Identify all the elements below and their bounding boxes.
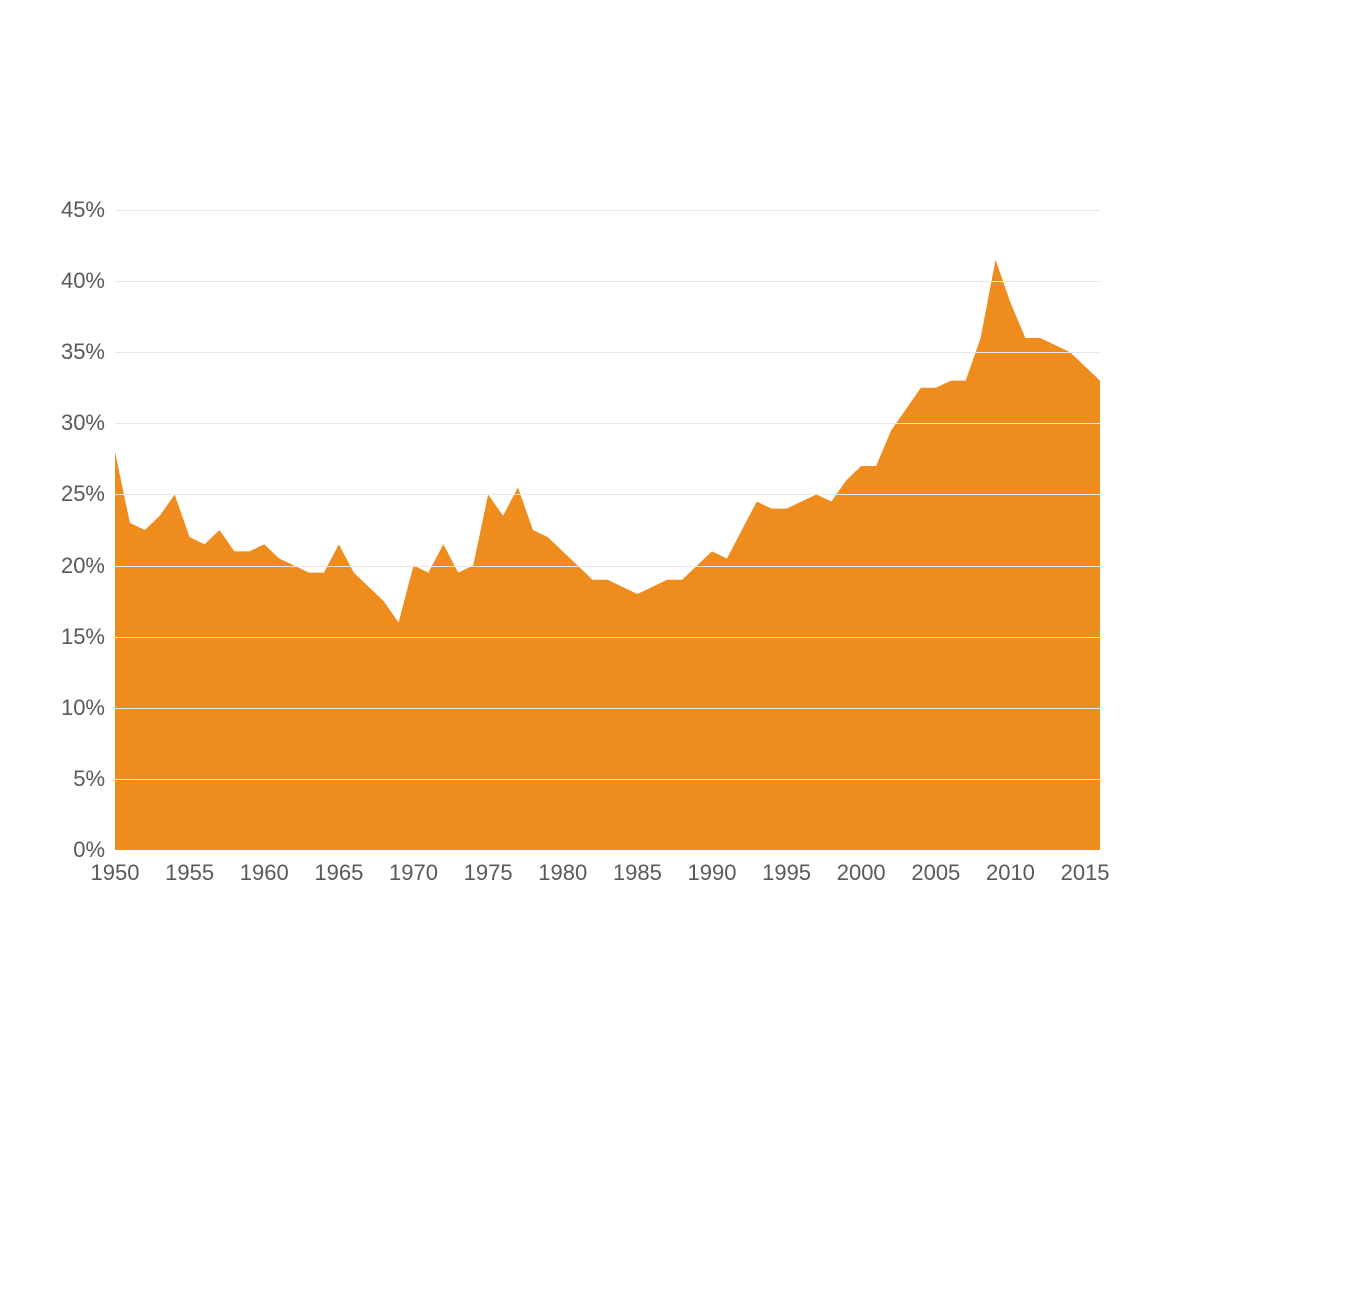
gridline bbox=[115, 779, 1100, 780]
x-tick-label: 2015 bbox=[1061, 860, 1110, 886]
gridline bbox=[115, 708, 1100, 709]
gridline bbox=[115, 210, 1100, 211]
x-tick-label: 1990 bbox=[687, 860, 736, 886]
y-tick-label: 10% bbox=[45, 695, 105, 721]
y-tick-label: 15% bbox=[45, 624, 105, 650]
y-tick-label: 45% bbox=[45, 197, 105, 223]
x-tick-label: 1965 bbox=[314, 860, 363, 886]
x-tick-label: 1970 bbox=[389, 860, 438, 886]
plot-area bbox=[115, 210, 1100, 850]
area-series bbox=[115, 260, 1100, 850]
gridline bbox=[115, 281, 1100, 282]
x-tick-label: 1950 bbox=[91, 860, 140, 886]
x-tick-label: 1975 bbox=[464, 860, 513, 886]
y-tick-label: 20% bbox=[45, 553, 105, 579]
x-tick-label: 2010 bbox=[986, 860, 1035, 886]
gridline bbox=[115, 494, 1100, 495]
y-tick-label: 5% bbox=[45, 766, 105, 792]
y-tick-label: 40% bbox=[45, 268, 105, 294]
area-fill bbox=[115, 210, 1100, 850]
x-tick-label: 1995 bbox=[762, 860, 811, 886]
x-tick-label: 1980 bbox=[538, 860, 587, 886]
gridline bbox=[115, 352, 1100, 353]
x-tick-label: 1985 bbox=[613, 860, 662, 886]
y-tick-label: 30% bbox=[45, 410, 105, 436]
y-tick-label: 35% bbox=[45, 339, 105, 365]
x-tick-label: 2005 bbox=[911, 860, 960, 886]
x-tick-label: 2000 bbox=[837, 860, 886, 886]
x-tick-label: 1955 bbox=[165, 860, 214, 886]
gridline bbox=[115, 637, 1100, 638]
y-tick-label: 25% bbox=[45, 481, 105, 507]
gridline bbox=[115, 566, 1100, 567]
gridline bbox=[115, 423, 1100, 424]
area-chart: 0%5%10%15%20%25%30%35%40%45%195019551960… bbox=[40, 210, 1100, 910]
x-tick-label: 1960 bbox=[240, 860, 289, 886]
